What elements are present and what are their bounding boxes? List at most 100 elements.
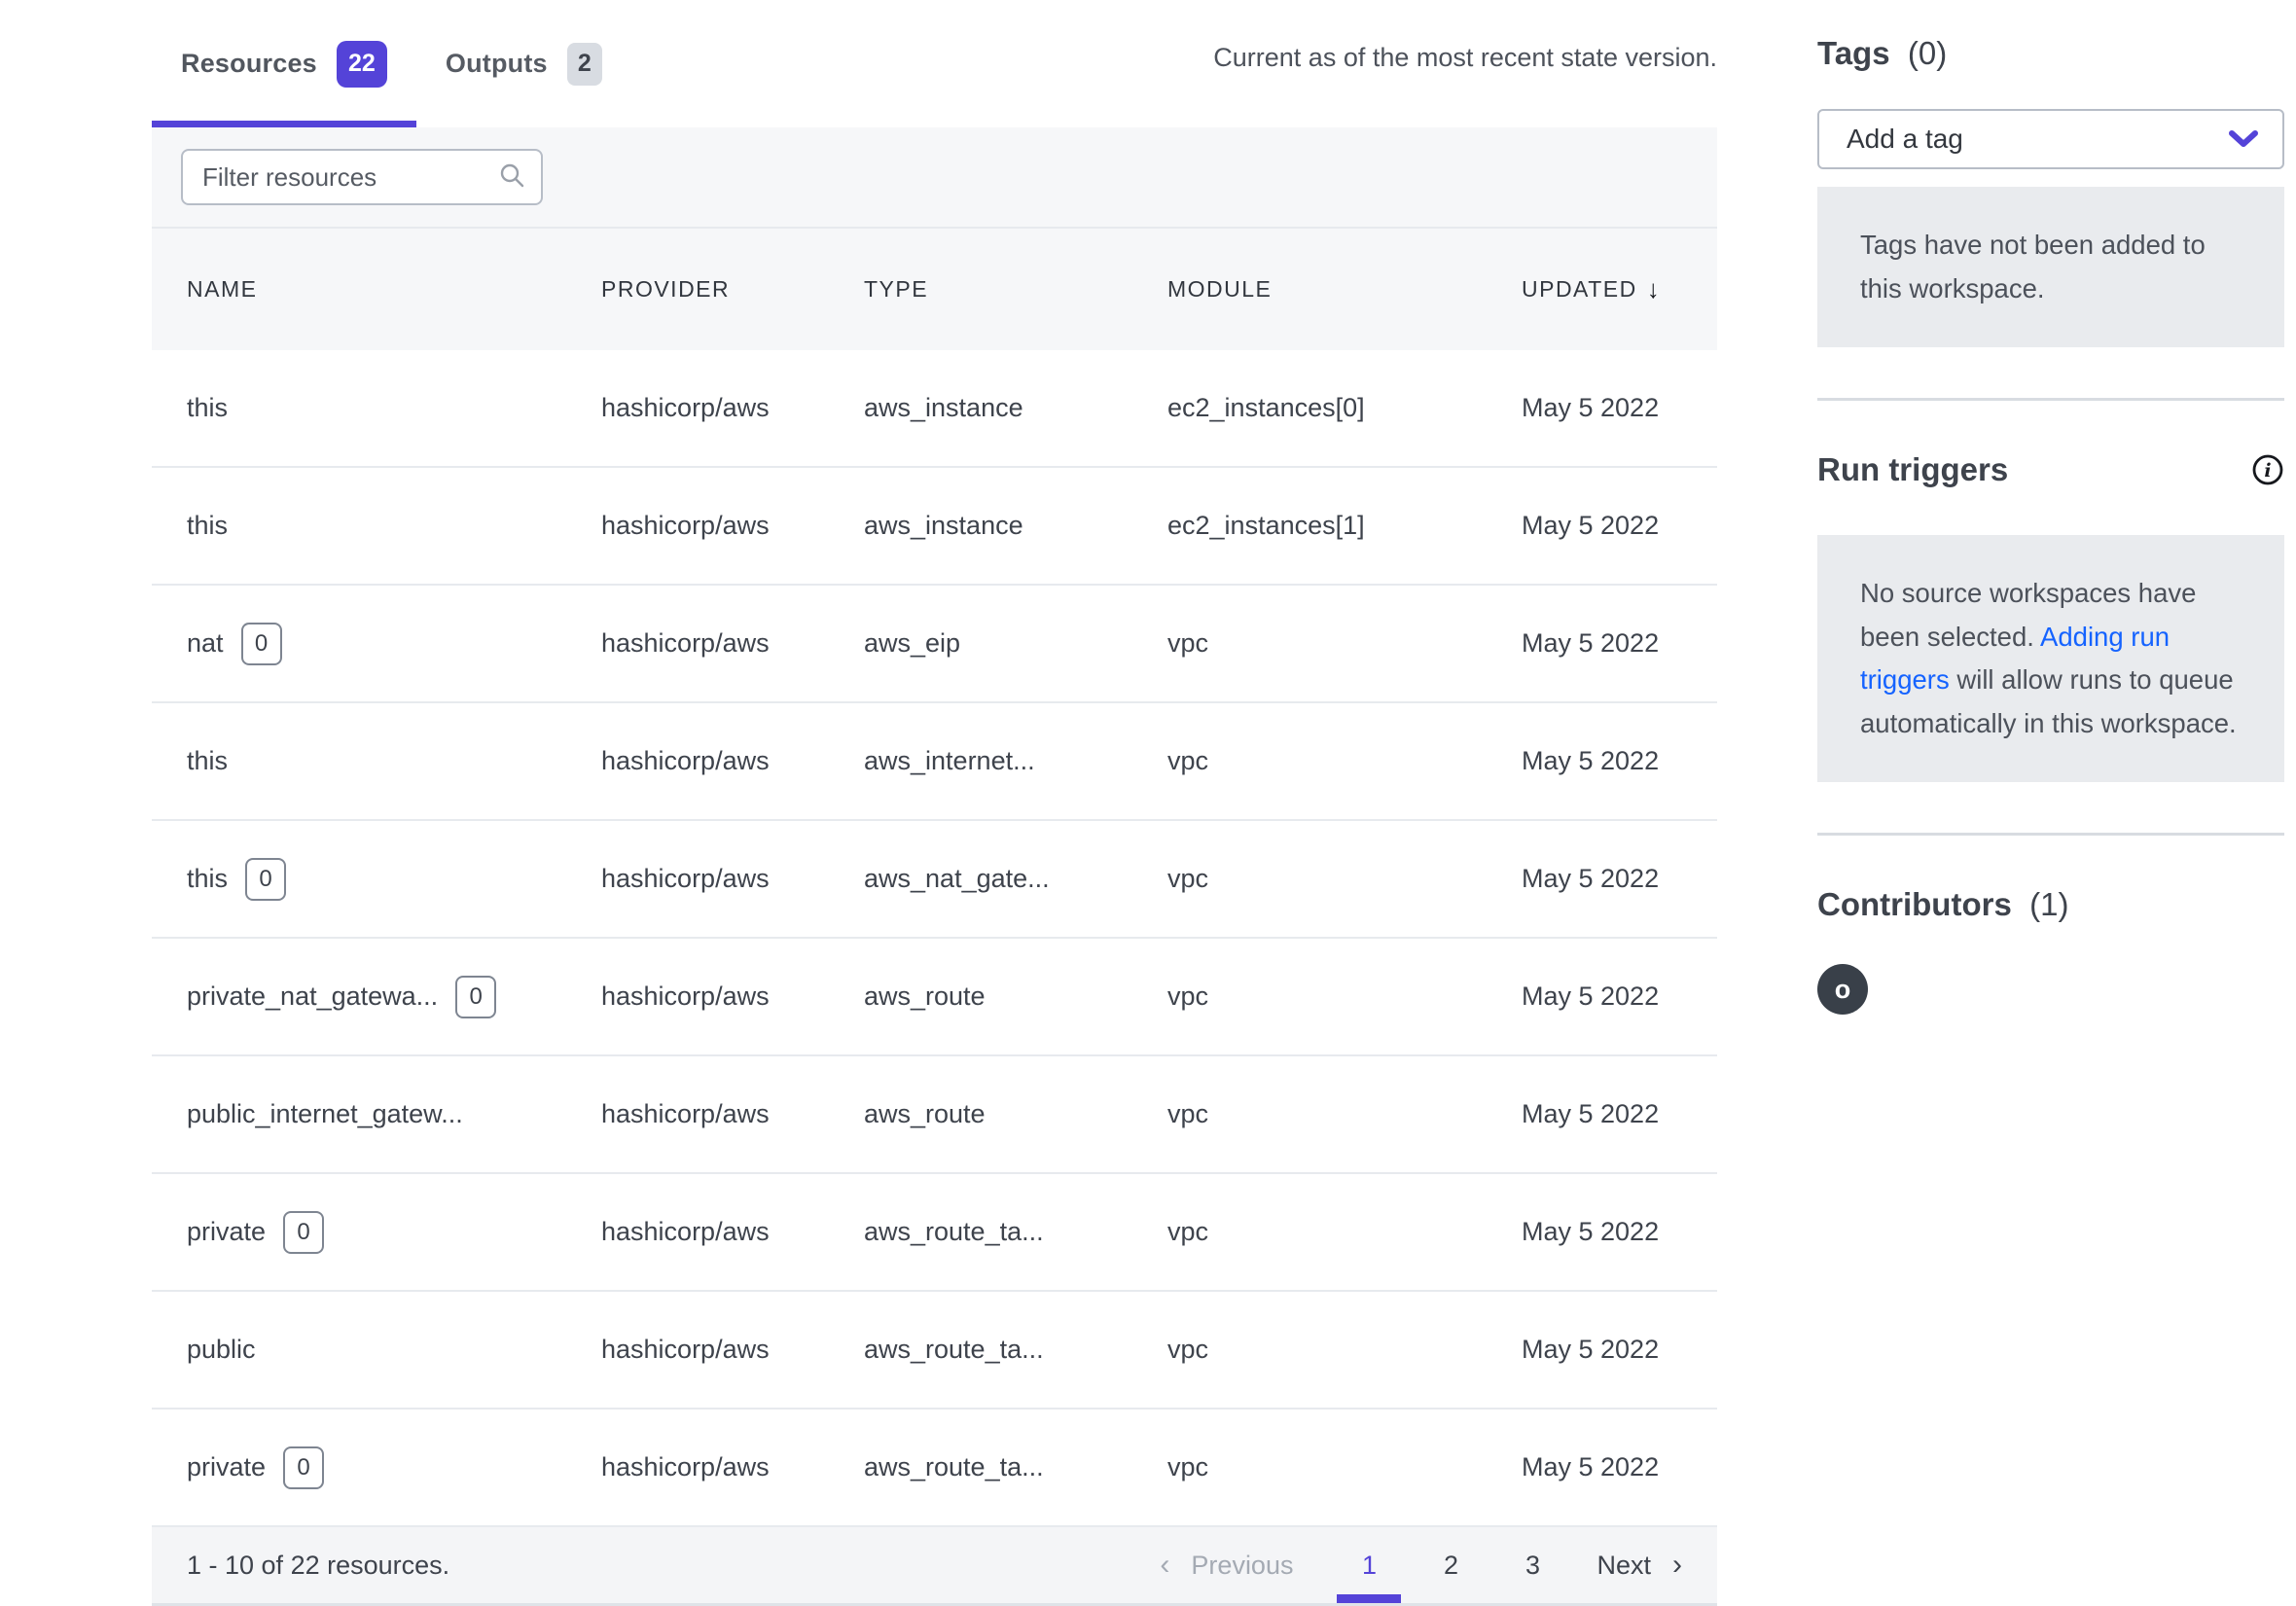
resource-module: vpc bbox=[1167, 1217, 1522, 1247]
resource-module: vpc bbox=[1167, 864, 1522, 894]
resource-name: public bbox=[187, 1335, 256, 1365]
search-icon bbox=[498, 161, 525, 194]
tab-outputs-label: Outputs bbox=[446, 49, 548, 79]
resource-index-badge: 0 bbox=[283, 1446, 324, 1489]
tab-resources[interactable]: Resources 22 bbox=[152, 0, 416, 127]
svg-text:i: i bbox=[2264, 460, 2271, 482]
column-header-provider[interactable]: PROVIDER bbox=[601, 276, 864, 303]
resource-provider: hashicorp/aws bbox=[601, 1217, 864, 1247]
column-header-name[interactable]: NAME bbox=[187, 276, 601, 303]
resource-name: private bbox=[187, 1217, 266, 1247]
table-row: private 0 hashicorp/aws aws_route_ta... … bbox=[152, 1174, 1717, 1292]
contributors-count: (1) bbox=[2029, 886, 2068, 922]
resource-provider: hashicorp/aws bbox=[601, 981, 864, 1012]
column-header-updated[interactable]: UPDATED ↓ bbox=[1522, 274, 1682, 304]
resource-provider: hashicorp/aws bbox=[601, 1335, 864, 1365]
resource-provider: hashicorp/aws bbox=[601, 1099, 864, 1129]
table-row: this 0 hashicorp/aws aws_nat_gate... vpc… bbox=[152, 821, 1717, 939]
state-version-note: Current as of the most recent state vers… bbox=[1213, 43, 1717, 73]
resource-name: this bbox=[187, 864, 228, 894]
resource-type: aws_instance bbox=[864, 511, 1167, 541]
tags-section: Tags (0) Add a tag Tags have not been ad… bbox=[1817, 35, 2284, 347]
resource-name: this bbox=[187, 511, 228, 541]
resources-count-badge: 22 bbox=[337, 41, 387, 88]
resources-table-card: Filter resources NAME PROVIDER TYPE MODU… bbox=[152, 127, 1717, 1606]
resource-provider: hashicorp/aws bbox=[601, 746, 864, 776]
previous-page-button[interactable]: ‹ Previous bbox=[1160, 1551, 1293, 1581]
resource-provider: hashicorp/aws bbox=[601, 511, 864, 541]
resource-updated: May 5 2022 bbox=[1522, 393, 1682, 423]
resource-module: vpc bbox=[1167, 1099, 1522, 1129]
table-row: this hashicorp/aws aws_internet... vpc M… bbox=[152, 703, 1717, 821]
resource-name: this bbox=[187, 746, 228, 776]
resource-updated: May 5 2022 bbox=[1522, 628, 1682, 659]
column-header-module[interactable]: MODULE bbox=[1167, 276, 1522, 303]
filter-resources-input[interactable]: Filter resources bbox=[181, 149, 543, 205]
table-header-row: NAME PROVIDER TYPE MODULE UPDATED ↓ bbox=[152, 229, 1717, 350]
resource-updated: May 5 2022 bbox=[1522, 1099, 1682, 1129]
tags-count bbox=[1899, 35, 1908, 71]
page-button-3[interactable]: 3 bbox=[1513, 1527, 1552, 1603]
resource-index-badge: 0 bbox=[245, 858, 286, 901]
resource-updated: May 5 2022 bbox=[1522, 1452, 1682, 1482]
add-tag-label: Add a tag bbox=[1847, 124, 1963, 155]
resource-type: aws_route bbox=[864, 981, 1167, 1012]
contributors-heading: Contributors (1) bbox=[1817, 886, 2284, 923]
tags-heading: Tags (0) bbox=[1817, 35, 2284, 72]
table-row: public hashicorp/aws aws_route_ta... vpc… bbox=[152, 1292, 1717, 1410]
resource-type: aws_route_ta... bbox=[864, 1335, 1167, 1365]
resource-module: ec2_instances[0] bbox=[1167, 393, 1522, 423]
resource-name: private_nat_gatewa... bbox=[187, 981, 438, 1012]
resource-updated: May 5 2022 bbox=[1522, 1335, 1682, 1365]
resource-module: ec2_instances[1] bbox=[1167, 511, 1522, 541]
resource-type: aws_route_ta... bbox=[864, 1217, 1167, 1247]
table-body: this hashicorp/aws aws_instance ec2_inst… bbox=[152, 350, 1717, 1527]
table-row: private 0 hashicorp/aws aws_route_ta... … bbox=[152, 1410, 1717, 1527]
resource-provider: hashicorp/aws bbox=[601, 393, 864, 423]
resource-type: aws_internet... bbox=[864, 746, 1167, 776]
column-header-type[interactable]: TYPE bbox=[864, 276, 1167, 303]
resource-type: aws_route bbox=[864, 1099, 1167, 1129]
resource-updated: May 5 2022 bbox=[1522, 981, 1682, 1012]
resource-module: vpc bbox=[1167, 1335, 1522, 1365]
tab-outputs[interactable]: Outputs 2 bbox=[416, 0, 631, 127]
run-triggers-heading: Run triggers bbox=[1817, 451, 2008, 488]
info-icon[interactable]: i bbox=[2251, 453, 2284, 486]
resource-name: nat bbox=[187, 628, 224, 659]
resource-module: vpc bbox=[1167, 981, 1522, 1012]
table-footer: 1 - 10 of 22 resources. ‹ Previous 1 2 3… bbox=[152, 1527, 1717, 1603]
resource-index-badge: 0 bbox=[283, 1211, 324, 1254]
add-tag-dropdown[interactable]: Add a tag bbox=[1817, 109, 2284, 169]
resource-index-badge: 0 bbox=[241, 623, 282, 665]
sidebar-divider bbox=[1817, 833, 2284, 836]
sort-descending-icon: ↓ bbox=[1647, 274, 1662, 304]
contributor-avatar[interactable]: o bbox=[1817, 964, 1868, 1015]
page-button-2[interactable]: 2 bbox=[1431, 1527, 1470, 1603]
chevron-down-icon bbox=[2228, 129, 2259, 149]
run-triggers-section: Run triggers i No source workspaces have… bbox=[1817, 451, 2284, 782]
outputs-count-badge: 2 bbox=[567, 43, 602, 86]
state-resources-panel: Resources 22 Outputs 2 Current as of the… bbox=[152, 0, 1717, 1606]
table-row: this hashicorp/aws aws_instance ec2_inst… bbox=[152, 350, 1717, 468]
resource-module: vpc bbox=[1167, 628, 1522, 659]
page-button-1[interactable]: 1 bbox=[1349, 1527, 1388, 1603]
resource-type: aws_nat_gate... bbox=[864, 864, 1167, 894]
results-summary: 1 - 10 of 22 resources. bbox=[187, 1551, 449, 1581]
resource-updated: May 5 2022 bbox=[1522, 746, 1682, 776]
filter-bar: Filter resources bbox=[152, 127, 1717, 229]
sidebar-divider bbox=[1817, 398, 2284, 401]
workspace-detail-page: Resources 22 Outputs 2 Current as of the… bbox=[0, 0, 2296, 1606]
resource-type: aws_instance bbox=[864, 393, 1167, 423]
resource-name: public_internet_gatew... bbox=[187, 1099, 463, 1129]
resource-name: this bbox=[187, 393, 228, 423]
resource-module: vpc bbox=[1167, 746, 1522, 776]
pagination: ‹ Previous 1 2 3 Next › bbox=[1160, 1527, 1682, 1603]
resource-provider: hashicorp/aws bbox=[601, 628, 864, 659]
next-page-button[interactable]: Next › bbox=[1596, 1551, 1682, 1581]
table-row: this hashicorp/aws aws_instance ec2_inst… bbox=[152, 468, 1717, 586]
table-row: public_internet_gatew... hashicorp/aws a… bbox=[152, 1056, 1717, 1174]
active-page-indicator bbox=[1337, 1594, 1401, 1603]
tab-resources-label: Resources bbox=[181, 49, 317, 79]
resource-provider: hashicorp/aws bbox=[601, 1452, 864, 1482]
resource-type: aws_eip bbox=[864, 628, 1167, 659]
